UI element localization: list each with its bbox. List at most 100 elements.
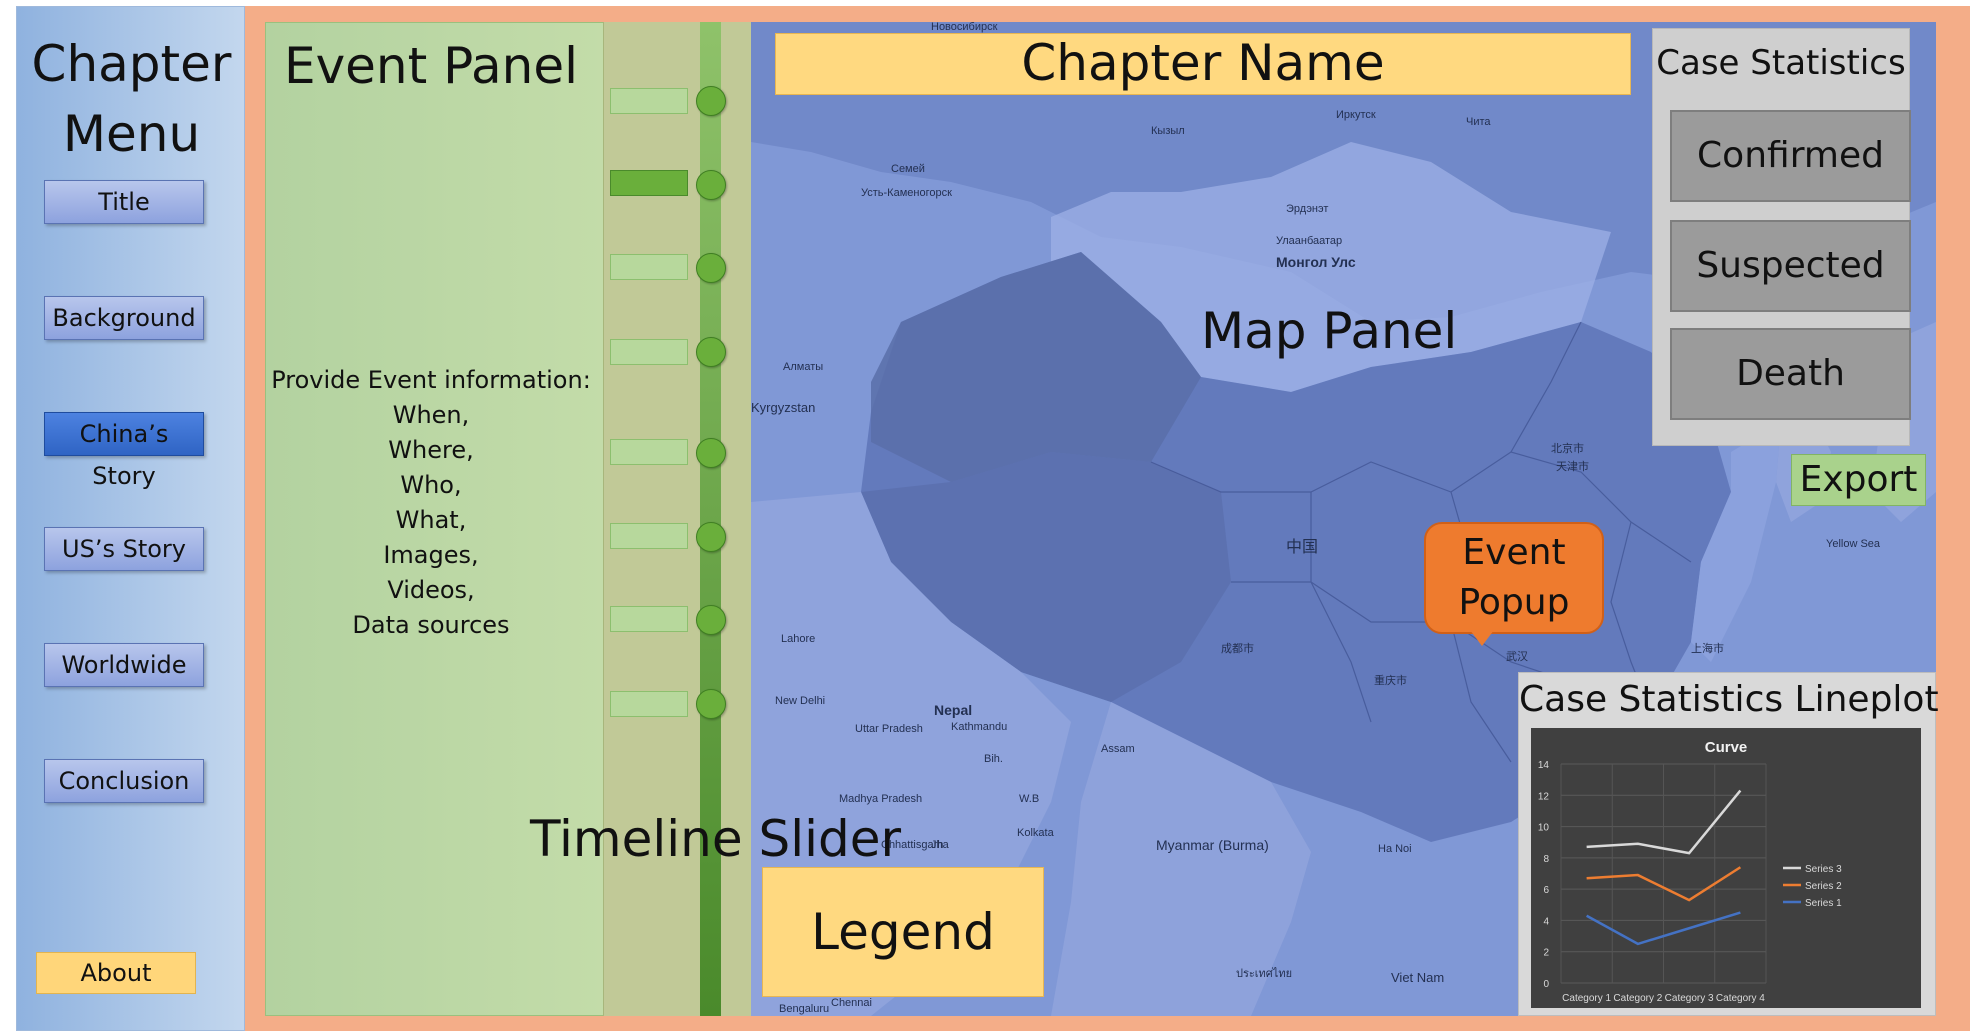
timeline-knob[interactable] — [696, 86, 726, 116]
chart-x-tick-label: Category 4 — [1716, 993, 1765, 1004]
event-panel-title: Event Panel — [283, 37, 579, 95]
map-label: Усть-Каменогорск — [861, 187, 952, 199]
map-label: 武汉 — [1506, 650, 1528, 663]
chart-x-tick-label: Category 1 — [1562, 993, 1611, 1004]
chart-y-tick-label: 0 — [1543, 979, 1549, 990]
timeline-knob[interactable] — [696, 438, 726, 468]
menu-item-worldwide[interactable]: Worldwide — [44, 643, 204, 687]
map-label: New Delhi — [775, 695, 825, 707]
map-label: Kyrgyzstan — [751, 400, 815, 415]
map-label: 成都市 — [1221, 641, 1254, 655]
timeline-event-marker[interactable] — [610, 523, 688, 549]
map-label: Viet Nam — [1391, 970, 1444, 985]
map-label: Kathmandu — [951, 721, 1007, 733]
map-label: Uttar Pradesh — [855, 723, 923, 735]
chart-legend-label: Series 1 — [1805, 898, 1842, 909]
map-label: Семей — [891, 163, 925, 175]
map-label: W.B — [1019, 793, 1039, 805]
timeline-event-marker[interactable] — [610, 254, 688, 280]
case-statistics-lineplot-panel: Case Statistics Lineplot Curve 0 2 4 6 8 10 12… — [1518, 672, 1939, 1016]
timeline-event-marker[interactable] — [610, 606, 688, 632]
event-info-line: Where, — [388, 436, 474, 464]
map-label: Lahore — [781, 633, 815, 645]
chart-y-tick-label: 4 — [1543, 916, 1549, 927]
map-label: Алматы — [783, 361, 823, 373]
event-popup-text: Event Popup — [1458, 532, 1570, 623]
chart-grid — [1560, 763, 1767, 984]
timeline-knob[interactable] — [696, 689, 726, 719]
chart-x-tick-label: Category 2 — [1613, 993, 1662, 1004]
chart-title: Curve — [1705, 739, 1748, 756]
event-info-line: What, — [395, 506, 467, 534]
menu-item-background[interactable]: Background — [44, 296, 204, 340]
map-label: Bih. — [984, 753, 1003, 765]
death-stat-box[interactable]: Death — [1670, 328, 1911, 420]
map-label: Chennai — [831, 997, 872, 1009]
map-label: Ha Noi — [1378, 843, 1412, 855]
map-label: 北京市 — [1551, 441, 1584, 455]
map-label: 重庆市 — [1374, 673, 1407, 687]
map-label: Улаанбаатар — [1276, 235, 1342, 247]
map-label: Jha — [931, 839, 950, 851]
map-label: 上海市 — [1691, 641, 1724, 655]
map-label: Чита — [1466, 116, 1491, 128]
map-label: Chhattisgarh — [881, 839, 943, 851]
map-label: Kolkata — [1017, 827, 1055, 839]
chart-x-tick-label: Category 3 — [1665, 993, 1714, 1004]
chapter-menu-sidebar: Chapter Menu — [16, 6, 245, 1031]
map-label: Myanmar (Burma) — [1156, 837, 1269, 853]
chart-legend-label: Series 3 — [1805, 864, 1842, 875]
menu-item-title[interactable]: Title — [44, 180, 204, 224]
event-panel: Event Panel Provide Event information: W… — [265, 22, 605, 1016]
menu-item-us-story[interactable]: US’s Story — [44, 527, 204, 571]
map-label: Madhya Pradesh — [839, 793, 922, 805]
map-label: Новосибирск — [931, 22, 998, 33]
event-popup-pointer — [1470, 630, 1494, 646]
chapter-name-banner: Chapter Name — [775, 33, 1631, 95]
timeline-knob[interactable] — [696, 253, 726, 283]
map-label: Nepal — [934, 702, 972, 718]
lineplot-title: Case Statistics Lineplot — [1519, 679, 1939, 720]
timeline-event-marker[interactable] — [610, 88, 688, 114]
map-label: Монгол Улс — [1276, 254, 1356, 270]
export-button[interactable]: Export — [1791, 454, 1926, 506]
timeline-event-marker[interactable] — [610, 170, 688, 196]
chart-y-tick-label: 2 — [1543, 948, 1549, 959]
confirmed-stat-box[interactable]: Confirmed — [1670, 110, 1911, 202]
chart-y-axis: 0 2 4 6 8 10 12 14 — [1538, 760, 1550, 990]
map-label: Assam — [1101, 743, 1135, 755]
menu-item-chinas-story[interactable]: China’s Story — [44, 412, 204, 490]
about-button[interactable]: About — [36, 952, 196, 994]
event-info-line: Who, — [400, 471, 462, 499]
chart-series-line — [1586, 866, 1742, 902]
map-label: Yellow Sea — [1826, 538, 1881, 550]
chart-y-tick-label: 12 — [1538, 791, 1550, 802]
chart-legend: Series 3 Series 2 Series 1 — [1783, 864, 1842, 909]
timeline-event-marker[interactable] — [610, 691, 688, 717]
chart-y-tick-label: 10 — [1538, 823, 1550, 834]
case-statistics-panel: Case Statistics Confirmed Suspected Deat… — [1652, 28, 1911, 446]
event-info-line: When, — [392, 401, 470, 429]
map-legend: Legend — [762, 867, 1044, 997]
timeline-knob[interactable] — [696, 170, 726, 200]
lineplot-chart: Curve 0 2 4 6 8 10 12 14 Category 1 Category 2 Ca… — [1531, 728, 1921, 1008]
timeline-knob[interactable] — [696, 337, 726, 367]
timeline-knob[interactable] — [696, 605, 726, 635]
map-label: Bengaluru — [779, 1003, 829, 1015]
event-popup[interactable]: Event Popup — [1424, 522, 1604, 634]
timeline-event-marker[interactable] — [610, 439, 688, 465]
map-label: ประเทศไทย — [1236, 967, 1292, 980]
menu-item-conclusion[interactable]: Conclusion — [44, 759, 204, 803]
timeline-event-marker[interactable] — [610, 339, 688, 365]
chart-series — [1586, 789, 1742, 946]
event-info-text: Provide Event information: When, Where, … — [266, 363, 596, 643]
case-statistics-title: Case Statistics — [1656, 43, 1906, 83]
chart-y-tick-label: 14 — [1538, 760, 1550, 771]
timeline-knob[interactable] — [696, 522, 726, 552]
chart-y-tick-label: 8 — [1543, 854, 1549, 865]
event-info-line: Videos, — [387, 576, 475, 604]
suspected-stat-box[interactable]: Suspected — [1670, 220, 1911, 312]
chart-x-axis: Category 1 Category 2 Category 3 Category 4 — [1562, 993, 1765, 1004]
chart-series-line — [1586, 789, 1742, 855]
map-label: Кызыл — [1151, 125, 1185, 137]
